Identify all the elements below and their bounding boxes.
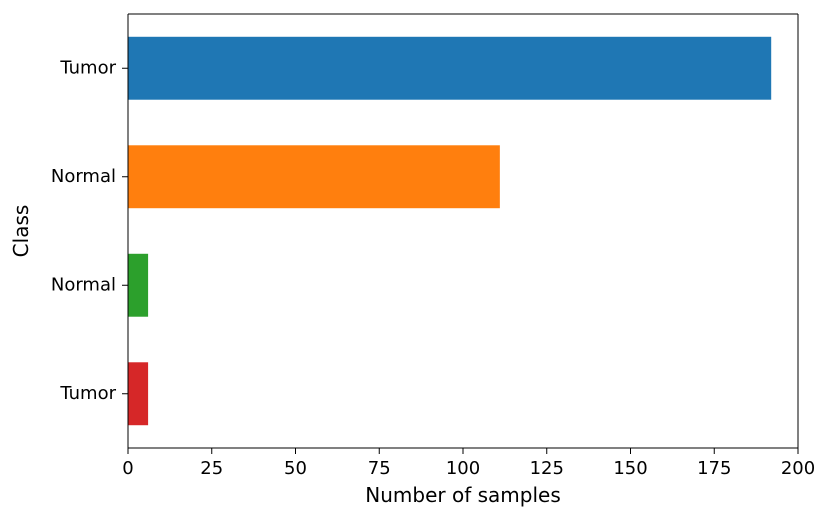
bar-1 [128,145,500,208]
y-tick-label: Tumor [59,57,116,78]
y-tick-label: Normal [51,274,116,295]
bar-3 [128,362,148,425]
x-tick-label: 175 [697,458,731,479]
x-tick-label: 75 [368,458,391,479]
x-tick-label: 125 [530,458,564,479]
x-tick-label: 150 [613,458,647,479]
x-tick-label: 50 [284,458,307,479]
x-tick-label: 0 [122,458,133,479]
y-tick-label: Tumor [59,383,116,404]
bar-chart: 0 25 50 75 100 125 150 175 200 Tumor Normal Normal T… [0,0,825,518]
chart-container: 0 25 50 75 100 125 150 175 200 Tumor Normal Normal T… [0,0,825,518]
x-tick-label: 25 [200,458,223,479]
x-tick-label: 200 [781,458,815,479]
y-axis-label: Class [9,205,33,258]
y-tick-label: Normal [51,166,116,187]
x-axis-label: Number of samples [365,483,560,507]
x-tick-label: 100 [446,458,480,479]
bar-2 [128,254,148,317]
bar-0 [128,37,771,100]
